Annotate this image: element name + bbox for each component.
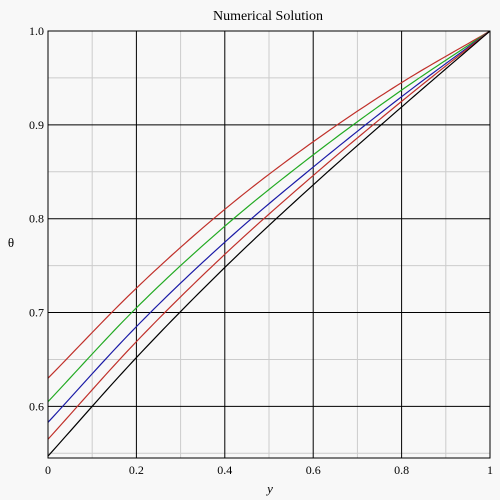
x-axis-label: y — [265, 481, 273, 496]
series-line-1 — [47, 30, 491, 379]
y-axis-label: θ — [8, 235, 14, 250]
series-group — [47, 30, 491, 457]
series-line-2 — [47, 30, 491, 403]
x-tick-label: 0.4 — [217, 463, 232, 477]
x-tick-label: 0.6 — [306, 463, 321, 477]
x-tick-label: 1 — [487, 463, 493, 477]
x-tick-label: 0.8 — [394, 463, 409, 477]
series-line-5 — [47, 30, 491, 457]
tick-labels: 0 0.2 0.4 0.6 0.8 1 0.6 0.7 0.8 0.9 1.0 — [29, 24, 493, 477]
x-tick-label: 0.2 — [129, 463, 144, 477]
chart-title: Numerical Solution — [213, 9, 323, 24]
y-tick-label: 0.9 — [29, 118, 44, 132]
x-tick-label: 0 — [45, 463, 51, 477]
series-line-3 — [47, 30, 491, 423]
y-tick-label: 0.8 — [29, 212, 44, 226]
plot-frame — [47, 30, 491, 459]
series-line-4 — [47, 30, 491, 440]
y-tick-label: 1.0 — [29, 24, 44, 38]
grid — [48, 30, 490, 458]
y-tick-label: 0.7 — [29, 306, 44, 320]
y-tick-label: 0.6 — [29, 399, 44, 413]
